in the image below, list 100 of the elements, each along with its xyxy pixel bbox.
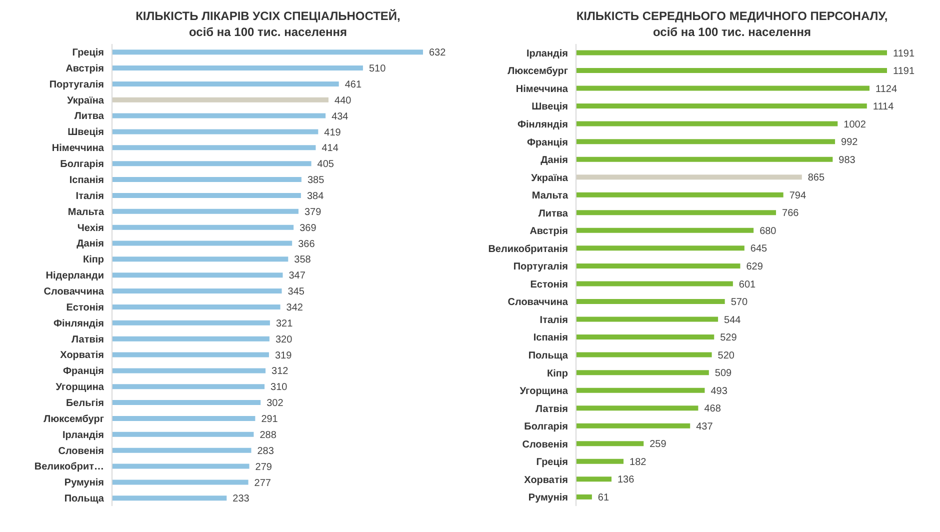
- y-tick-label: Швеція: [532, 102, 568, 113]
- data-label: 468: [704, 404, 722, 415]
- bar: [112, 224, 294, 230]
- data-label: 358: [294, 254, 312, 266]
- data-label: 384: [306, 191, 324, 202]
- data-label: 312: [272, 366, 289, 378]
- bar: [112, 464, 250, 469]
- y-tick-label: Австрія: [66, 63, 104, 74]
- bar: [112, 432, 254, 437]
- bar: [112, 288, 282, 294]
- bar: [576, 423, 690, 428]
- bar: [112, 81, 339, 86]
- data-label: 414: [322, 143, 339, 154]
- data-label: 182: [630, 456, 647, 468]
- data-label: 288: [260, 430, 277, 441]
- data-label: 766: [782, 208, 800, 220]
- bar: [576, 192, 784, 198]
- data-label: 342: [286, 302, 304, 314]
- y-tick-label: Італія: [76, 190, 104, 202]
- y-tick-label: Великобританія: [488, 244, 568, 255]
- y-tick-label: Греція: [72, 48, 104, 59]
- bar: [576, 228, 754, 233]
- bar: [576, 281, 733, 286]
- y-tick-label: Великобрит…: [34, 462, 104, 473]
- data-label: 601: [738, 279, 756, 290]
- y-tick-label: Італія: [540, 314, 568, 326]
- y-tick-label: Литва: [538, 208, 568, 220]
- data-label: 345: [288, 286, 305, 298]
- data-label: 461: [344, 79, 362, 90]
- bar: [576, 406, 698, 411]
- data-label: 379: [304, 206, 322, 218]
- bar: [576, 156, 833, 162]
- y-tick-label: Люксембург: [44, 414, 104, 425]
- y-tick-label: Данія: [76, 238, 104, 250]
- y-tick-label: Латвія: [72, 334, 104, 346]
- y-tick-label: Хорватія: [60, 350, 104, 362]
- bar: [576, 68, 887, 73]
- y-tick-label: Нідерланди: [46, 270, 104, 282]
- bar: [112, 177, 302, 182]
- bar: [576, 50, 887, 56]
- y-tick-label: Словаччина: [508, 297, 568, 308]
- data-label: 520: [718, 350, 735, 362]
- y-tick-label: Румунія: [64, 478, 104, 489]
- data-label: 865: [808, 172, 825, 184]
- bar: [576, 458, 624, 464]
- y-tick-label: Хорватія: [524, 474, 568, 486]
- y-tick-label: Угорщина: [56, 382, 104, 394]
- bar: [112, 368, 266, 374]
- y-tick-label: Болгарія: [60, 159, 104, 170]
- y-tick-label: Данія: [540, 155, 568, 166]
- data-label: 1114: [872, 102, 894, 113]
- bar: [576, 352, 712, 358]
- y-tick-label: Естонія: [66, 302, 104, 314]
- bar: [576, 86, 870, 91]
- bar: [112, 66, 363, 71]
- data-label: 434: [332, 111, 349, 122]
- y-tick-label: Словенія: [58, 446, 104, 457]
- y-tick-label: Україна: [531, 172, 568, 184]
- y-tick-label: Німеччина: [52, 143, 104, 154]
- bar: [576, 263, 740, 268]
- bar: [576, 210, 776, 216]
- bar: [576, 494, 592, 500]
- bar: [112, 113, 326, 118]
- y-tick-label: Ірландія: [526, 48, 568, 60]
- y-tick-label: Мальта: [532, 190, 568, 202]
- y-tick-label: Німеччина: [516, 84, 568, 95]
- bar: [576, 139, 836, 144]
- y-tick-label: Португалія: [513, 262, 568, 273]
- bar: [576, 388, 705, 393]
- bar: [112, 320, 270, 326]
- y-tick-label: Іспанія: [533, 332, 568, 344]
- y-tick-label: Мальта: [68, 206, 104, 218]
- data-label: 283: [257, 446, 274, 457]
- data-label: 1124: [876, 84, 898, 95]
- data-label: 319: [274, 350, 292, 362]
- data-label: 440: [334, 95, 352, 106]
- data-label: 277: [254, 478, 272, 489]
- bar: [112, 336, 270, 342]
- data-label: 1191: [893, 48, 915, 60]
- data-label: 645: [750, 244, 768, 255]
- data-label: 570: [730, 297, 748, 308]
- chart-subtitle: осіб на 100 тис. населення: [188, 24, 348, 40]
- bar: [112, 400, 261, 406]
- bar: [112, 384, 265, 390]
- data-label: 385: [307, 175, 325, 186]
- y-tick-label: Болгарія: [524, 422, 568, 433]
- y-tick-label: Польща: [64, 494, 104, 505]
- data-label: 510: [368, 64, 386, 75]
- data-label: 320: [275, 334, 293, 346]
- data-label: 347: [288, 270, 306, 282]
- data-label: 419: [324, 127, 342, 138]
- bar: [576, 370, 709, 376]
- bar: [112, 145, 316, 150]
- y-tick-label: Ірландія: [62, 430, 104, 441]
- bar: [112, 50, 423, 55]
- data-label: 1191: [893, 66, 915, 78]
- data-label: 291: [261, 414, 278, 426]
- data-label: 310: [270, 382, 288, 394]
- data-label: 629: [746, 262, 764, 272]
- bar: [112, 272, 283, 278]
